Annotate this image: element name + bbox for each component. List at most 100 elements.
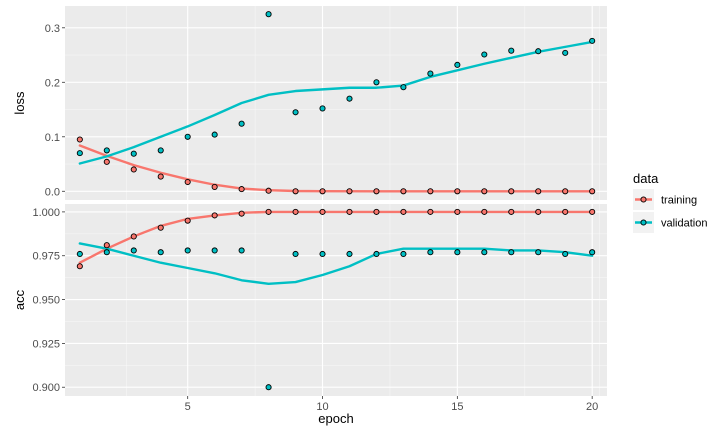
acc-training-point [238, 210, 245, 217]
acc-training-point [508, 208, 515, 215]
loss-training-point [130, 166, 137, 173]
x-axis-title: epoch [318, 411, 353, 426]
acc-validation-point [373, 250, 380, 258]
loss-training-point [238, 186, 245, 193]
legend-title: data [633, 171, 659, 186]
acc-validation-smooth-line [78, 242, 594, 285]
acc-validation-point [481, 249, 488, 256]
acc-y-tick-label: 0.900 [32, 382, 60, 394]
loss-validation-point [238, 120, 245, 127]
acc-validation-point [157, 249, 164, 256]
loss-training-point [319, 188, 326, 195]
acc-validation-point [130, 247, 137, 254]
acc-validation-point [562, 250, 569, 258]
loss-training-point [76, 136, 83, 143]
acc-validation-point [508, 249, 515, 256]
acc-validation-point [292, 250, 299, 258]
acc-y-tick-label: 0.950 [32, 295, 60, 307]
x-tick-label: 15 [451, 401, 463, 413]
loss-training-point [508, 188, 515, 195]
acc-validation-point [589, 249, 596, 256]
acc-training-point [292, 208, 299, 215]
legend-point-validation [640, 219, 647, 226]
acc-validation-point [346, 250, 353, 258]
acc-validation-point [454, 249, 461, 256]
loss-validation-point [400, 84, 407, 91]
loss-training-point [292, 188, 299, 195]
acc-y-tick-label: 0.975 [32, 251, 60, 263]
loss-validation-point [292, 109, 299, 116]
acc-validation-point [400, 250, 407, 258]
loss-y-tick-label: 0.1 [45, 132, 60, 144]
loss-validation-point [373, 79, 380, 86]
acc-training-point [346, 208, 353, 215]
legend-point-training [640, 196, 647, 203]
x-tick-label: 5 [185, 401, 191, 413]
acc-validation-point [211, 247, 218, 254]
acc-training-point [184, 217, 191, 224]
acc-training-point [400, 208, 407, 215]
loss-y-tick-label: 0.0 [45, 186, 60, 198]
acc-validation-point [265, 384, 272, 391]
acc-validation-point [238, 247, 245, 254]
acc-training-point [427, 208, 434, 215]
loss-validation-point [481, 51, 488, 58]
acc-validation-point [184, 247, 191, 254]
loss-validation-point [157, 147, 164, 154]
acc-training-point [76, 263, 83, 270]
loss-training-point [481, 188, 488, 195]
acc-y-tick-label: 0.925 [32, 338, 60, 350]
acc-training-point [319, 208, 326, 215]
acc-training-point [373, 208, 380, 215]
x-tick-label: 20 [586, 401, 598, 413]
loss-training-point [346, 188, 353, 195]
loss-training-point [157, 173, 164, 180]
acc-validation-point [76, 250, 83, 258]
loss-training-point [103, 158, 110, 165]
loss-validation-point [346, 95, 353, 102]
acc-training-point [562, 208, 569, 215]
loss-validation-point [184, 133, 191, 140]
acc-training-point [265, 208, 272, 215]
acc-validation-point [103, 249, 110, 256]
loss-y-tick-label: 0.2 [45, 77, 60, 89]
loss-y-axis-title: loss [12, 91, 27, 115]
acc-validation-point [535, 249, 542, 256]
loss-panel-background [65, 6, 607, 200]
acc-training-point [454, 208, 461, 215]
loss-training-point [562, 188, 569, 195]
acc-training-point [535, 208, 542, 215]
acc-y-tick-label: 1.000 [32, 207, 60, 219]
acc-training-point [211, 212, 218, 219]
loss-validation-point [508, 47, 515, 54]
loss-validation-point [535, 48, 542, 55]
loss-validation-point [427, 70, 434, 77]
acc-training-point [130, 233, 137, 240]
acc-y-axis-title: acc [12, 289, 27, 310]
acc-training-smooth-line [78, 210, 594, 264]
loss-validation-point [76, 150, 83, 157]
loss-training-point [265, 187, 272, 194]
loss-training-point [589, 188, 596, 195]
acc-training-point [589, 208, 596, 215]
acc-training-point [103, 242, 110, 249]
loss-validation-point [130, 150, 137, 157]
loss-y-tick-label: 0.3 [45, 23, 60, 35]
loss-training-point [373, 188, 380, 195]
loss-validation-point [265, 11, 272, 18]
acc-training-point [481, 208, 488, 215]
loss-validation-point [589, 37, 596, 44]
loss-training-point [400, 188, 407, 195]
legend-label-validation: validation [661, 218, 707, 230]
loss-validation-point [319, 105, 326, 112]
acc-validation-point [427, 249, 434, 256]
acc-validation-point [319, 250, 326, 258]
loss-training-point [184, 178, 191, 186]
acc-training-point [157, 224, 164, 231]
loss-validation-point [454, 61, 461, 68]
loss-training-point [211, 183, 218, 190]
loss-validation-smooth-line [78, 40, 594, 165]
loss-validation-point [211, 131, 218, 138]
loss-validation-point [103, 147, 110, 154]
